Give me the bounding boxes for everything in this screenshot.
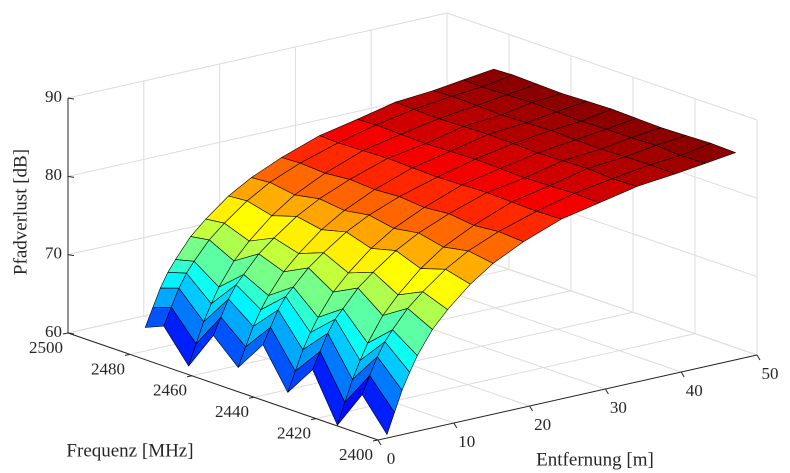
y-tick	[248, 396, 255, 399]
y-tick-label: 2460	[153, 381, 187, 400]
z-tick-label: 60	[45, 322, 62, 341]
z-tick-label: 80	[45, 165, 62, 184]
grid-line	[446, 12, 758, 121]
y-axis-label: Frequenz [MHz]	[66, 440, 193, 461]
grid-line	[253, 311, 634, 398]
x-tick	[529, 405, 534, 412]
y-tick	[124, 353, 131, 356]
y-tick	[186, 375, 193, 378]
y-tick-label: 2500	[29, 338, 63, 357]
y-tick-label: 2400	[339, 445, 373, 464]
grid-line	[67, 12, 448, 99]
z-axis-label: Pfadverlust [dB]	[10, 149, 31, 275]
z-tick	[67, 254, 75, 257]
x-tick	[453, 422, 458, 429]
x-tick-label: 50	[762, 364, 779, 383]
x-tick-label: 0	[387, 449, 396, 468]
x-tick-label: 10	[458, 432, 475, 451]
x-tick	[604, 388, 609, 395]
x-axis-label: Entfernung [m]	[536, 449, 654, 470]
x-tick	[756, 354, 761, 361]
surface-patch	[361, 375, 395, 435]
y-tick	[372, 439, 379, 442]
x-tick	[680, 371, 685, 378]
y-tick	[62, 332, 69, 335]
y-tick	[310, 418, 317, 421]
grid-line	[67, 90, 448, 177]
z-tick-label: 90	[45, 87, 62, 106]
z-tick-label: 70	[45, 244, 62, 263]
z-tick	[67, 332, 75, 335]
x-axis	[377, 354, 758, 441]
x-tick-label: 20	[534, 415, 551, 434]
y-tick-label: 2420	[277, 424, 311, 443]
y-tick-label: 2440	[215, 402, 249, 421]
z-tick	[67, 175, 75, 178]
grid-line	[446, 247, 758, 356]
x-tick	[377, 439, 382, 446]
z-tick	[67, 97, 75, 100]
x-tick-label: 40	[686, 381, 703, 400]
x-tick-label: 30	[610, 398, 627, 417]
y-tick-label: 2480	[91, 359, 125, 378]
y-axis	[67, 332, 379, 441]
